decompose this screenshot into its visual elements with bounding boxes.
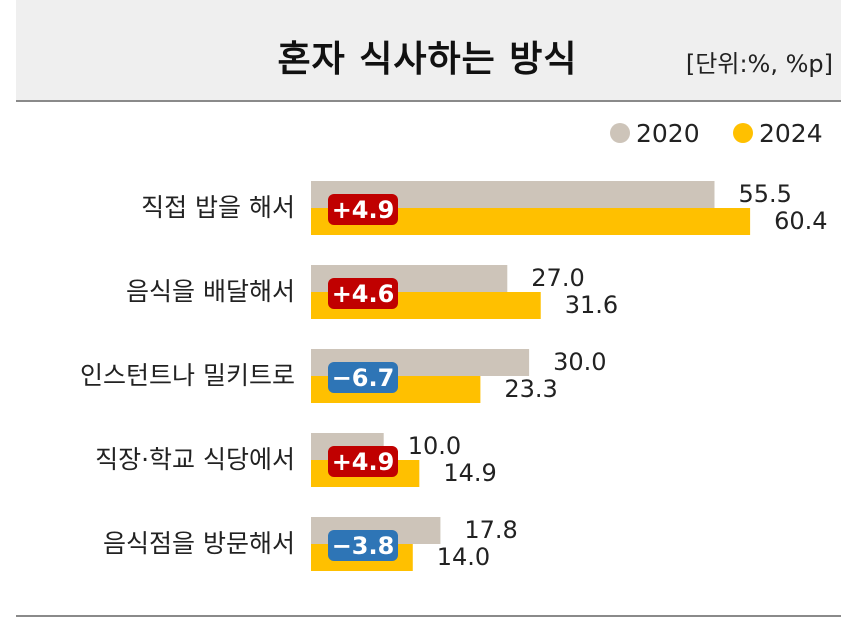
legend-label-2024: 2024 [759, 119, 823, 148]
category-label: 직장·학교 식당에서 [95, 445, 295, 474]
legend-marker-2024 [733, 123, 753, 143]
chart-header [16, 0, 841, 102]
data-label-2024: 31.6 [565, 291, 618, 319]
bottom-divider [16, 615, 841, 617]
change-badge-label: +4.6 [332, 280, 395, 308]
change-badge-label: +4.9 [332, 196, 395, 224]
category-label: 직접 밥을 해서 [141, 193, 295, 222]
category-label: 인스턴트나 밀키트로 [80, 361, 295, 390]
legend-label-2020: 2020 [636, 119, 700, 148]
change-badge [328, 278, 398, 309]
category-label: 음식점을 방문해서 [103, 529, 295, 558]
data-label-2020: 55.5 [738, 180, 791, 208]
data-label-2020: 27.0 [531, 264, 584, 292]
change-badge [328, 530, 398, 561]
data-label-2024: 14.9 [443, 459, 496, 487]
change-badge-label: −6.7 [332, 364, 395, 392]
legend-marker-2020 [610, 123, 630, 143]
data-label-2024: 60.4 [774, 207, 827, 235]
data-label-2024: 23.3 [504, 375, 557, 403]
unit-label: [단위:%, %p] [685, 50, 833, 78]
change-badge-label: −3.8 [332, 532, 395, 560]
change-badge [328, 446, 398, 477]
data-label-2024: 14.0 [437, 543, 490, 571]
data-label-2020: 30.0 [553, 348, 606, 376]
category-label: 음식을 배달해서 [126, 277, 295, 306]
change-badge-label: +4.9 [332, 448, 395, 476]
chart-title: 혼자 식사하는 방식 [277, 39, 578, 80]
data-label-2020: 10.0 [408, 432, 461, 460]
change-badge [328, 362, 398, 393]
change-badge [328, 194, 398, 225]
data-label-2020: 17.8 [464, 516, 517, 544]
